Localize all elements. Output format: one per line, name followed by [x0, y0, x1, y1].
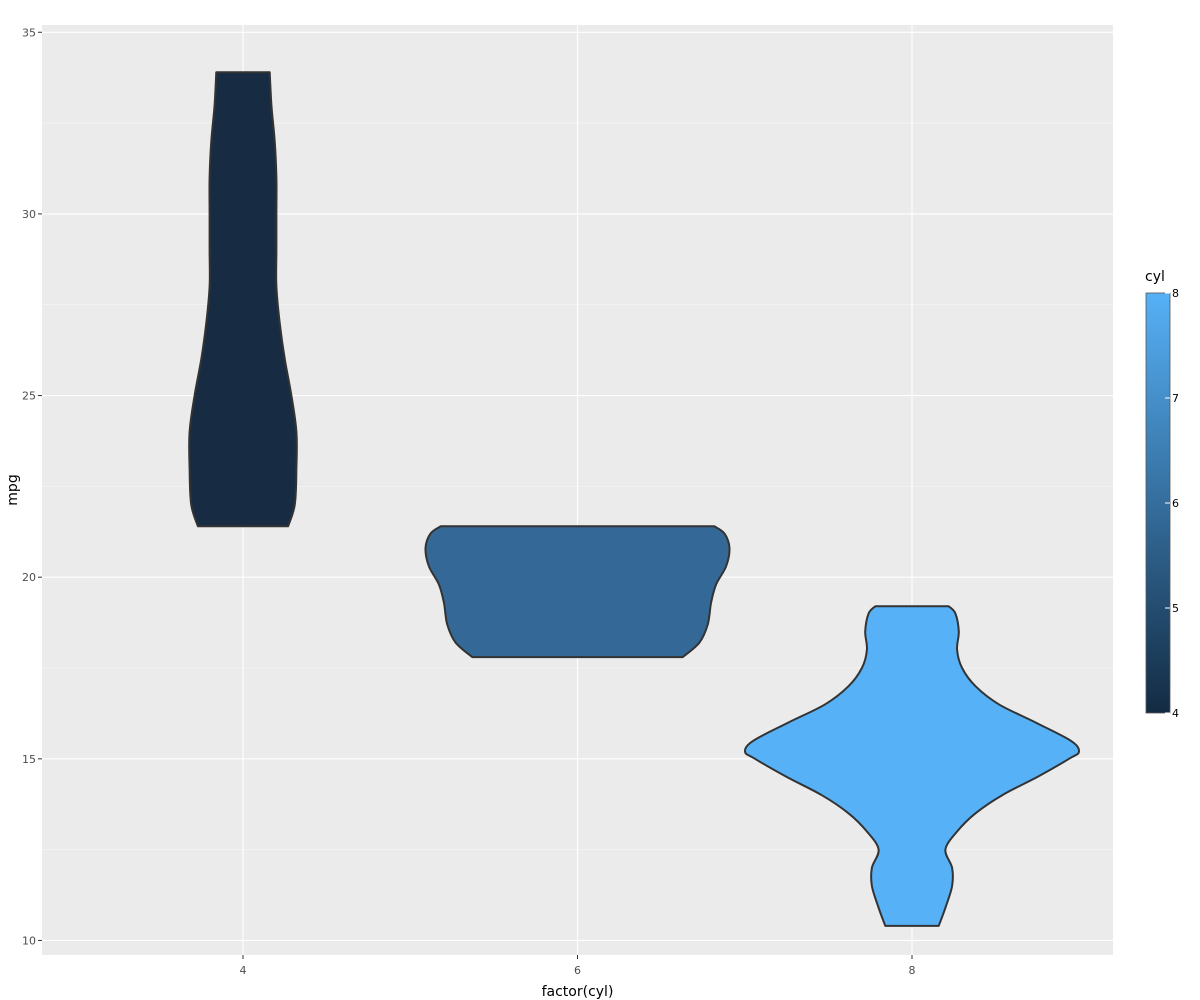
violin-cyl-6	[424, 525, 731, 659]
color-legend: cyl 4 5 6 7 8	[1145, 269, 1179, 720]
y-tick-label: 10	[22, 934, 36, 947]
y-tick-label: 30	[22, 208, 36, 221]
legend-tick-label: 6	[1172, 497, 1179, 510]
y-tick-label: 35	[22, 26, 36, 39]
x-tick-label: 4	[240, 964, 247, 977]
legend-ticks: 4 5 6 7 8	[1165, 287, 1179, 720]
legend-title: cyl	[1145, 269, 1165, 285]
legend-tick-label: 4	[1172, 707, 1179, 720]
violins	[188, 71, 1081, 927]
violin-cyl-8	[743, 605, 1081, 927]
x-axis-title: factor(cyl)	[542, 984, 614, 1000]
y-tick-label: 25	[22, 390, 36, 403]
y-axis-title: mpg	[5, 474, 21, 505]
legend-tick-label: 7	[1172, 392, 1179, 405]
y-tick-label: 20	[22, 571, 36, 584]
violin-cyl-4	[188, 71, 298, 528]
y-tick-label: 15	[22, 753, 36, 766]
x-axis: 4 6 8	[240, 955, 916, 977]
legend-tick-label: 5	[1172, 602, 1179, 615]
legend-tick-label: 8	[1172, 287, 1179, 300]
x-tick-label: 6	[574, 964, 581, 977]
y-axis: 10 15 20 25 30 35	[22, 26, 42, 947]
x-tick-label: 8	[909, 964, 916, 977]
